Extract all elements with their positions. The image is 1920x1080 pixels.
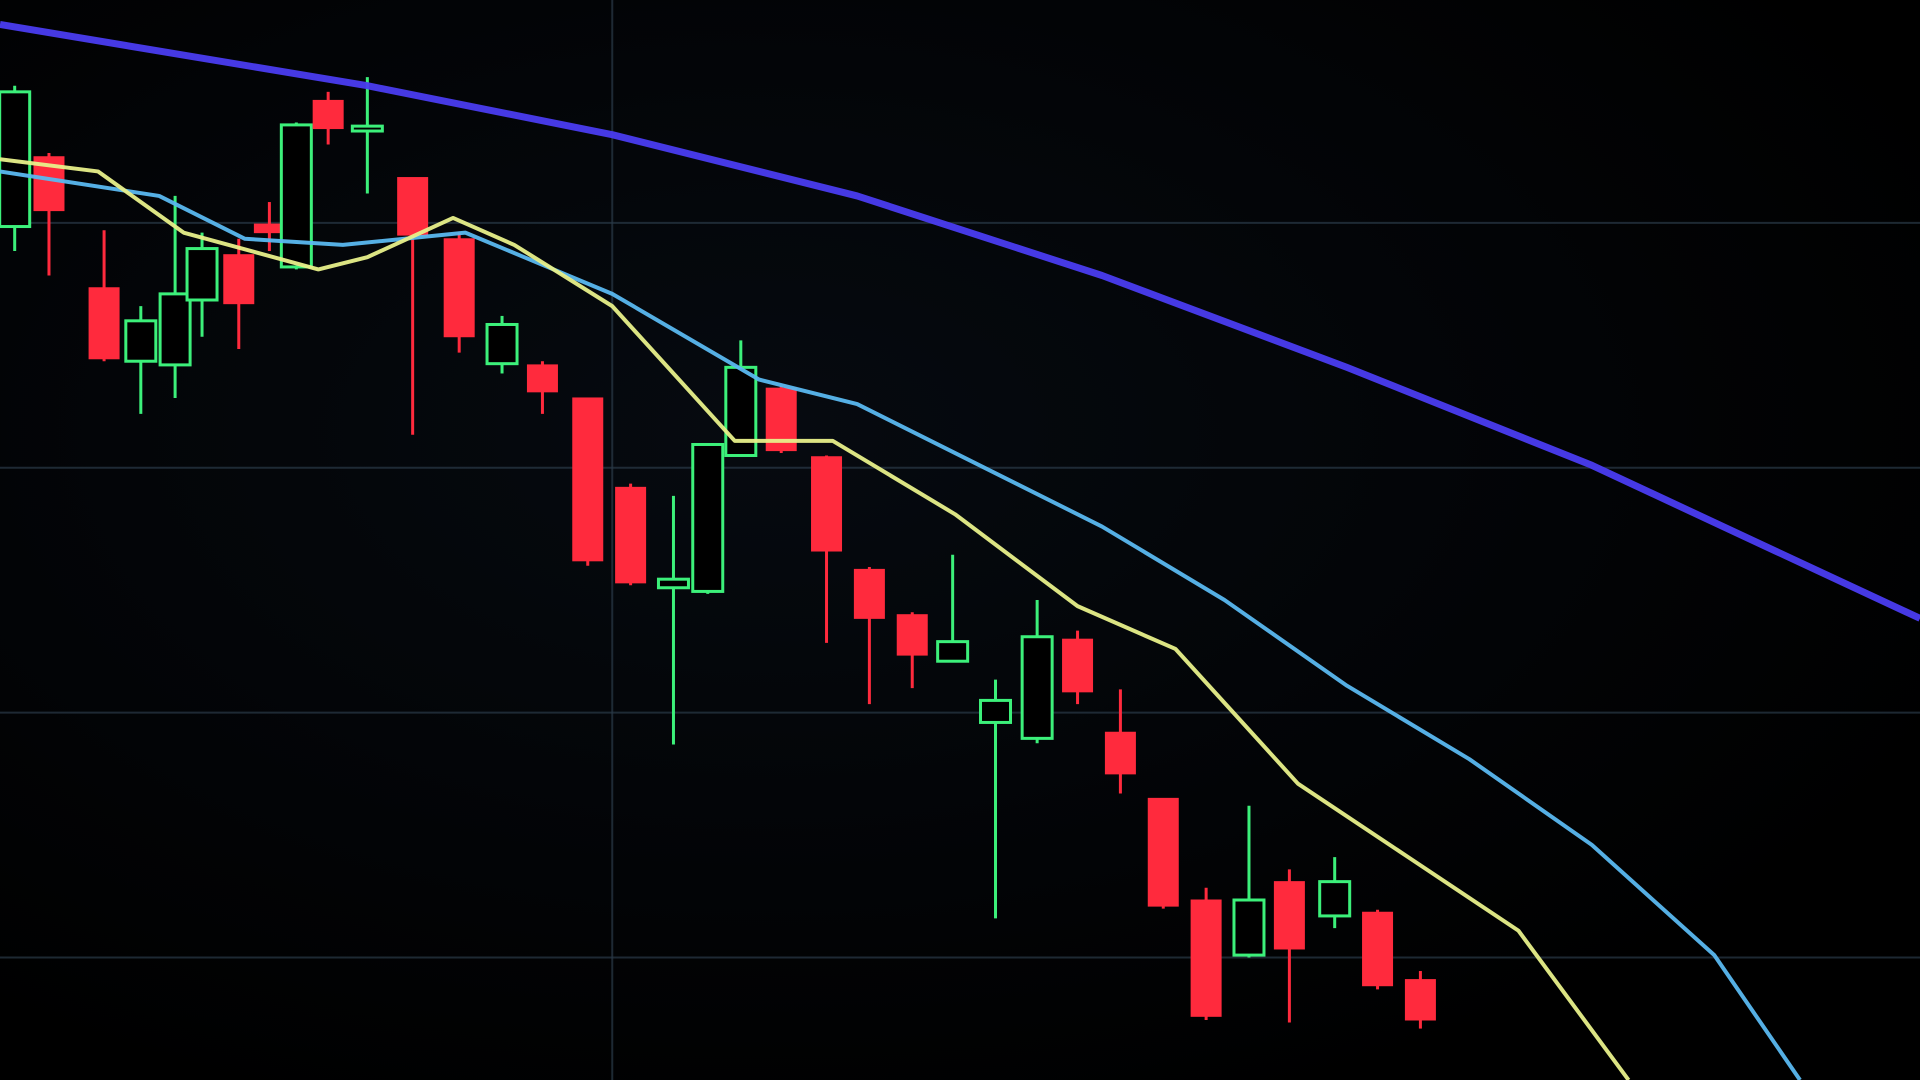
candle-body (853, 568, 885, 619)
candle-body (526, 364, 558, 393)
candle-body (158, 292, 192, 367)
candle-body (811, 456, 843, 552)
candle-body (279, 123, 313, 269)
candle-body (572, 397, 604, 562)
candle-body (1232, 898, 1266, 957)
moving-average-line (0, 21, 1920, 622)
candle-body (185, 247, 219, 302)
candle-body (1404, 979, 1436, 1021)
candle-body (691, 442, 725, 593)
candle-body (1190, 899, 1222, 1017)
candle-body (1318, 880, 1352, 918)
candle-body (1062, 638, 1094, 693)
candle-body (312, 99, 344, 130)
moving-average-line (0, 169, 1802, 1080)
candle-body (397, 177, 429, 236)
candle-body (1020, 635, 1054, 740)
candle-body (124, 319, 158, 363)
candle-body (936, 640, 970, 663)
candle-body (979, 698, 1013, 724)
candle-body (615, 486, 647, 584)
candle-body (88, 287, 120, 360)
candle-body (1362, 911, 1394, 987)
candle-body (485, 322, 519, 366)
candle-body (1147, 797, 1179, 907)
candle-body (443, 238, 475, 338)
candle-body (223, 254, 255, 305)
candle-body (1273, 881, 1305, 950)
candle-body (350, 124, 384, 133)
candle-body (896, 614, 928, 656)
candle-body (656, 577, 690, 590)
candle-body (1104, 731, 1136, 775)
moving-average-line (0, 157, 1631, 1080)
